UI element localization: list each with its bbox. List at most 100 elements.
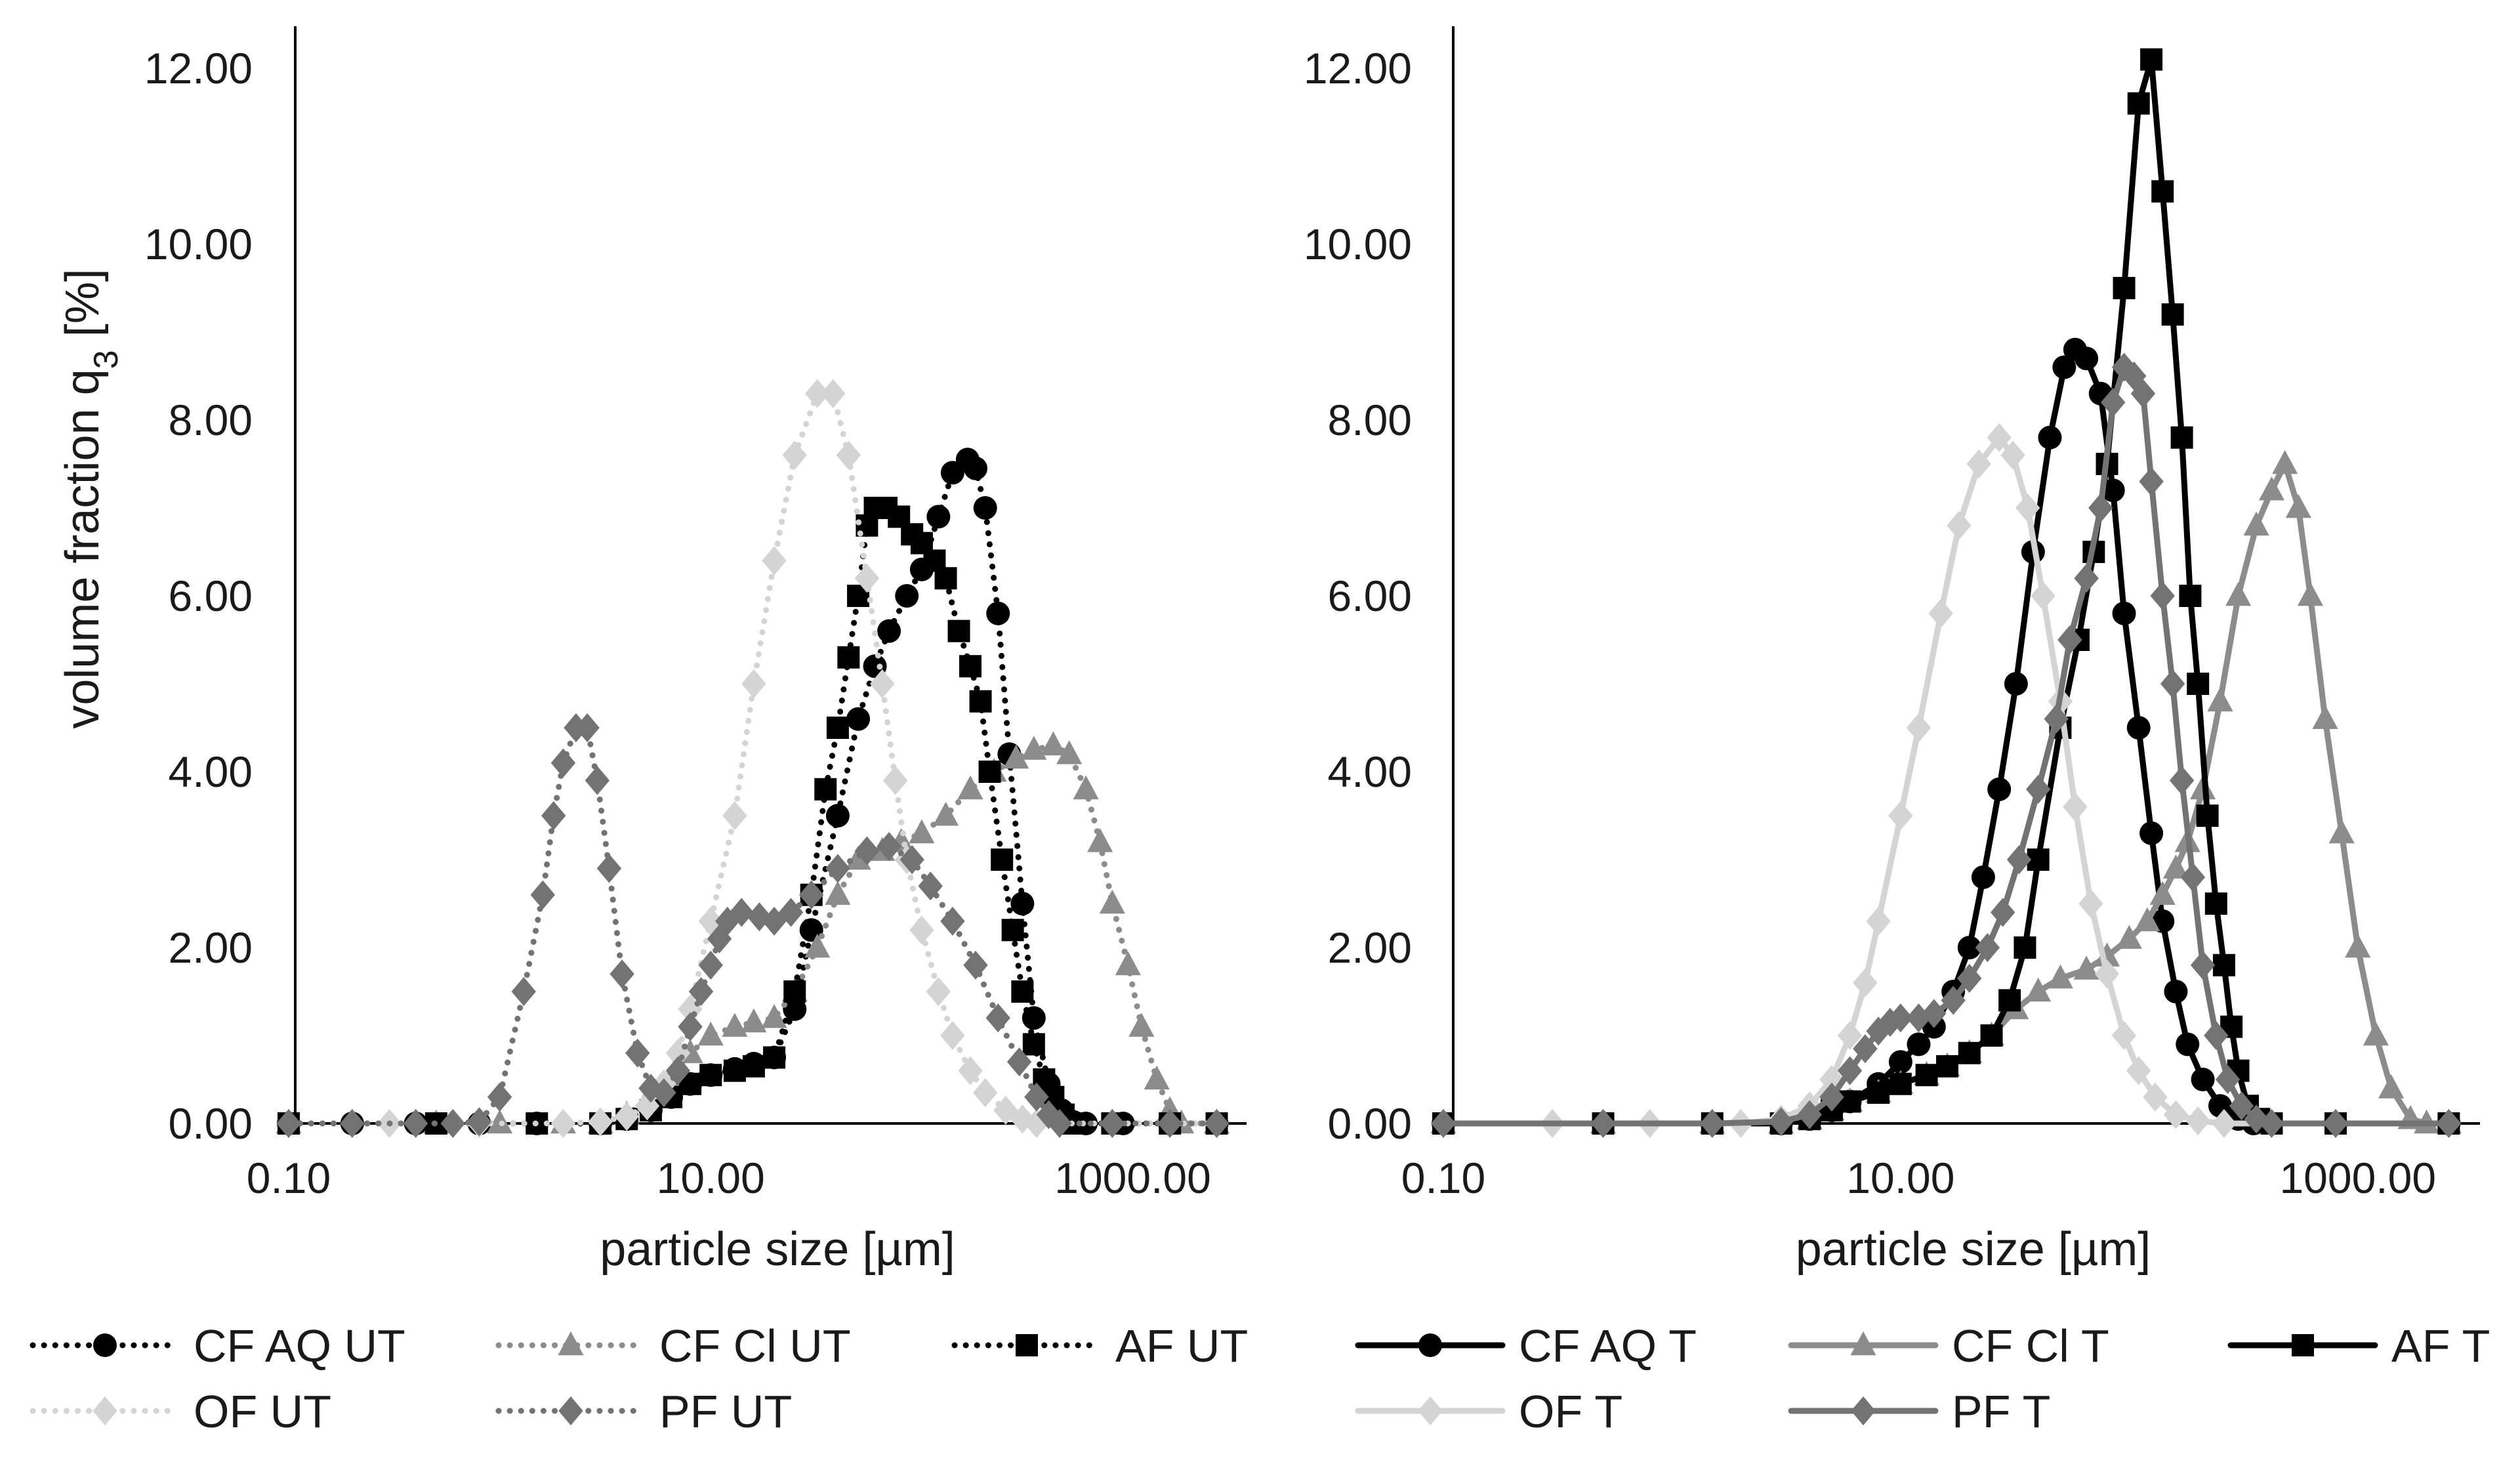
left-y-tick-label: 4.00: [169, 747, 253, 796]
data-point-cf-cl-t: [2297, 581, 2323, 606]
legend-swatch-marker: [558, 1396, 583, 1426]
data-point-pf-ut: [625, 1038, 650, 1068]
legend-item-of-ut: OF UT: [30, 1386, 331, 1437]
data-point-pf-ut: [403, 1108, 428, 1139]
data-point-cf-cl-ut: [804, 933, 831, 958]
data-point-af-t: [2196, 805, 2219, 827]
data-point-of-t: [1837, 1020, 1863, 1051]
data-point-af-t: [1889, 1072, 1912, 1095]
data-point-cf-aq-ut: [895, 584, 919, 608]
data-point-af-ut: [814, 778, 837, 801]
data-point-cf-aq-t: [1907, 1032, 1931, 1057]
legend-label: CF Cl UT: [659, 1320, 851, 1372]
data-point-of-t: [2078, 889, 2103, 919]
data-point-of-ut: [805, 379, 830, 408]
data-point-pf-ut: [1204, 1108, 1229, 1139]
data-point-pf-t: [2074, 564, 2099, 593]
data-point-cf-cl-t: [2207, 687, 2233, 712]
data-point-of-ut: [762, 546, 787, 576]
data-point-pf-t: [2121, 361, 2147, 391]
data-point-pf-t: [1431, 1108, 1456, 1139]
data-point-of-ut: [614, 1102, 639, 1131]
data-point-cf-aq-t: [2126, 716, 2151, 740]
data-point-cf-cl-t: [2162, 854, 2189, 879]
data-point-cf-cl-t: [2094, 942, 2120, 967]
data-point-pf-t: [1957, 963, 1982, 993]
data-point-pf-ut: [276, 1108, 301, 1139]
data-point-of-ut: [782, 440, 807, 470]
data-point-pf-t: [2101, 388, 2126, 417]
legend-label: AF T: [2391, 1320, 2490, 1372]
data-point-of-t: [2126, 1056, 2151, 1085]
legend-label: CF AQ UT: [194, 1320, 405, 1372]
data-point-cf-aq-ut: [783, 997, 807, 1021]
data-point-of-ut: [741, 669, 766, 699]
data-point-cf-cl-ut: [1087, 827, 1113, 852]
data-point-of-ut: [883, 766, 908, 795]
data-point-cf-cl-t: [2116, 925, 2142, 949]
data-point-pf-ut: [1047, 1108, 1072, 1139]
data-point-pf-t: [2088, 493, 2113, 523]
data-point-pf-ut: [854, 836, 880, 866]
data-point-cf-cl-ut: [1040, 731, 1066, 756]
data-point-pf-ut: [963, 950, 988, 980]
right-plot-area: [1430, 48, 2462, 1139]
data-point-of-t: [2212, 1108, 2237, 1139]
data-point-pf-ut: [596, 854, 622, 883]
legend-label: CF AQ T: [1519, 1320, 1697, 1372]
data-point-pf-t: [1819, 1082, 1844, 1112]
data-point-af-ut: [742, 1055, 765, 1078]
data-point-pf-ut: [715, 906, 740, 936]
data-point-pf-ut: [825, 854, 850, 883]
data-point-pf-ut: [530, 880, 555, 910]
data-point-cf-cl-t: [2363, 1021, 2389, 1046]
data-point-of-ut: [854, 564, 880, 593]
data-point-of-ut: [836, 440, 861, 470]
left-x-tick-label: 10.00: [657, 1154, 765, 1202]
data-point-of-t: [1888, 801, 1913, 831]
legend-swatch-marker: [1418, 1396, 1443, 1426]
data-point-of-t: [1928, 598, 1953, 628]
data-point-cf-aq-t: [2139, 821, 2164, 845]
data-point-af-ut: [934, 567, 957, 590]
data-point-cf-cl-t: [2272, 450, 2298, 474]
data-point-cf-aq-ut: [926, 505, 951, 529]
series-line-pf-ut: [285, 724, 1220, 1127]
data-point-pf-ut: [585, 766, 610, 795]
right-y-tick-label: 8.00: [1328, 396, 1412, 444]
data-point-pf-ut: [1024, 1082, 1049, 1112]
data-point-of-t: [2185, 1106, 2210, 1136]
legend-item-cf-aq-t: CF AQ T: [1355, 1320, 1697, 1372]
right-y-tick-label: 6.00: [1328, 572, 1412, 620]
legend-label: AF UT: [1115, 1320, 1248, 1372]
legend-label: PF UT: [659, 1386, 792, 1437]
data-point-cf-cl-t: [2134, 907, 2160, 932]
data-point-cf-cl-ut: [1144, 1065, 1170, 1090]
data-point-af-t: [2187, 673, 2210, 695]
data-point-af-t: [1980, 1024, 2003, 1047]
data-point-pf-t: [2025, 774, 2051, 804]
right-y-tick-label: 0.00: [1328, 1099, 1412, 1148]
right-x-tick-label: 10.00: [1846, 1154, 1954, 1202]
data-point-af-t: [2127, 92, 2150, 115]
data-point-cf-cl-t: [2345, 933, 2371, 958]
left-x-tick-label: 0.10: [247, 1154, 331, 1202]
data-point-af-ut: [847, 585, 870, 607]
legend-swatch-marker: [1851, 1396, 1876, 1426]
data-point-pf-t: [1837, 1056, 1863, 1085]
data-point-pf-ut: [1036, 1100, 1062, 1129]
legend-swatch-marker: [558, 1331, 584, 1356]
data-point-af-ut: [959, 655, 982, 678]
data-point-af-t: [1867, 1081, 1890, 1104]
data-point-pf-t: [2139, 467, 2164, 496]
data-point-cf-cl-t: [2149, 881, 2176, 905]
data-point-of-t: [2015, 493, 2040, 523]
data-point-cf-cl-t: [2047, 964, 2073, 989]
data-point-af-t: [1935, 1055, 1958, 1078]
data-point-cf-cl-ut: [1073, 775, 1099, 800]
right-x-axis-label: particle size [µm]: [1796, 1223, 2151, 1276]
data-point-af-ut: [826, 717, 849, 739]
data-point-pf-t: [1975, 932, 2000, 963]
legend-swatch-marker: [1418, 1333, 1442, 1357]
data-point-cf-cl-t: [2328, 819, 2355, 844]
